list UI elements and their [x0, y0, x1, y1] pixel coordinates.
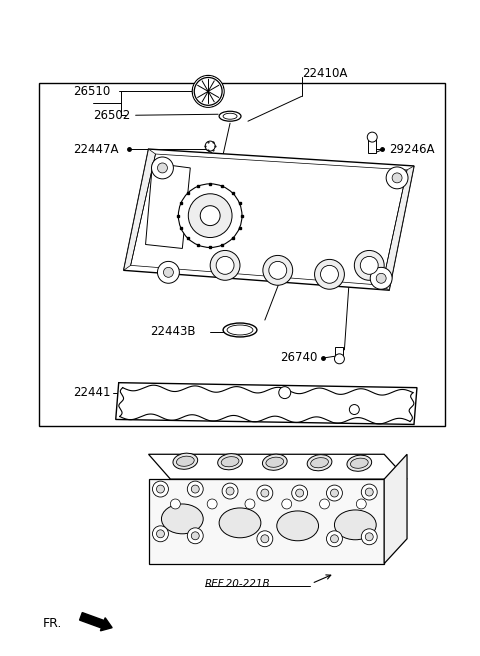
Circle shape	[292, 485, 308, 501]
Text: 26502: 26502	[93, 109, 130, 122]
Ellipse shape	[223, 323, 257, 337]
Circle shape	[349, 405, 360, 415]
Circle shape	[170, 499, 180, 509]
Ellipse shape	[161, 504, 203, 534]
Bar	[336, 347, 343, 357]
Circle shape	[226, 487, 234, 495]
Circle shape	[367, 132, 377, 142]
Ellipse shape	[219, 112, 241, 121]
Circle shape	[153, 526, 168, 542]
Circle shape	[314, 259, 344, 289]
FancyArrow shape	[80, 613, 112, 631]
Ellipse shape	[335, 510, 376, 540]
Ellipse shape	[307, 455, 332, 471]
Circle shape	[330, 489, 338, 497]
Text: 22443B: 22443B	[151, 325, 196, 338]
Circle shape	[157, 163, 168, 173]
Polygon shape	[384, 454, 407, 564]
Circle shape	[269, 261, 287, 279]
Circle shape	[179, 184, 242, 247]
Circle shape	[187, 481, 203, 497]
Circle shape	[188, 194, 232, 237]
Circle shape	[216, 256, 234, 274]
Circle shape	[153, 481, 168, 497]
Circle shape	[360, 256, 378, 274]
Circle shape	[261, 489, 269, 497]
Circle shape	[282, 499, 292, 509]
Circle shape	[365, 488, 373, 496]
Circle shape	[222, 483, 238, 499]
Circle shape	[192, 75, 224, 108]
Polygon shape	[145, 163, 190, 249]
Circle shape	[361, 484, 377, 500]
Circle shape	[257, 531, 273, 546]
Circle shape	[321, 266, 338, 283]
Polygon shape	[124, 149, 156, 270]
Polygon shape	[148, 454, 407, 479]
Circle shape	[330, 535, 338, 543]
Circle shape	[156, 530, 165, 538]
Circle shape	[157, 261, 180, 283]
Polygon shape	[124, 149, 414, 290]
Circle shape	[245, 499, 255, 509]
Text: 26510: 26510	[73, 85, 110, 98]
Text: 22410A: 22410A	[301, 67, 347, 80]
Ellipse shape	[263, 454, 287, 470]
Ellipse shape	[347, 455, 372, 471]
Ellipse shape	[277, 511, 319, 541]
Ellipse shape	[177, 456, 194, 466]
Circle shape	[376, 274, 386, 283]
Ellipse shape	[218, 454, 242, 470]
Circle shape	[192, 532, 199, 540]
Circle shape	[370, 268, 392, 289]
Polygon shape	[148, 479, 384, 564]
Ellipse shape	[311, 458, 328, 468]
Text: 22441: 22441	[73, 386, 110, 399]
Circle shape	[386, 167, 408, 189]
Text: 29246A: 29246A	[389, 142, 434, 155]
Ellipse shape	[219, 508, 261, 538]
Circle shape	[335, 354, 344, 364]
Text: 22447A: 22447A	[73, 142, 119, 155]
Circle shape	[326, 485, 342, 501]
Circle shape	[361, 529, 377, 544]
Circle shape	[164, 268, 173, 277]
Ellipse shape	[266, 457, 284, 467]
Circle shape	[320, 499, 329, 509]
Circle shape	[207, 499, 217, 509]
Circle shape	[152, 157, 173, 179]
Text: FR.: FR.	[43, 617, 62, 630]
Polygon shape	[382, 166, 414, 290]
Polygon shape	[116, 382, 417, 424]
Circle shape	[205, 141, 215, 151]
Bar	[368, 139, 376, 153]
Bar	[39, 83, 445, 426]
Circle shape	[210, 251, 240, 280]
Circle shape	[392, 173, 402, 183]
Circle shape	[187, 528, 203, 544]
Ellipse shape	[221, 457, 239, 467]
Circle shape	[257, 485, 273, 501]
Text: 26740: 26740	[280, 352, 317, 364]
Circle shape	[365, 533, 373, 541]
Text: REF.20-221B: REF.20-221B	[205, 579, 271, 588]
Circle shape	[326, 531, 342, 546]
Circle shape	[261, 535, 269, 543]
Circle shape	[356, 499, 366, 509]
Ellipse shape	[350, 458, 368, 468]
Circle shape	[354, 251, 384, 280]
Circle shape	[192, 485, 199, 493]
Circle shape	[156, 485, 165, 493]
Circle shape	[263, 255, 293, 285]
Ellipse shape	[173, 453, 198, 469]
Circle shape	[296, 489, 304, 497]
Circle shape	[279, 386, 291, 399]
Circle shape	[200, 206, 220, 226]
